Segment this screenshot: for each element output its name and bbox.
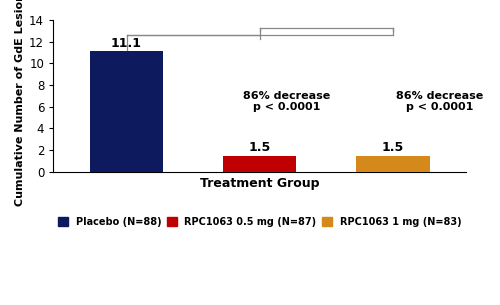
Text: 1.5: 1.5 bbox=[382, 141, 404, 154]
Legend: Placebo (N=88), RPC1063 0.5 mg (N=87), RPC1063 1 mg (N=83): Placebo (N=88), RPC1063 0.5 mg (N=87), R… bbox=[54, 213, 466, 231]
Text: 86% decrease
p < 0.0001: 86% decrease p < 0.0001 bbox=[396, 91, 484, 112]
X-axis label: Treatment Group: Treatment Group bbox=[200, 178, 320, 190]
Bar bbox=[223, 156, 296, 172]
Text: 1.5: 1.5 bbox=[248, 141, 271, 154]
Y-axis label: Cumulative Number of GdE Lesions: Cumulative Number of GdE Lesions bbox=[15, 0, 25, 206]
Text: 11.1: 11.1 bbox=[111, 37, 142, 50]
Bar bbox=[356, 156, 430, 172]
Bar bbox=[90, 52, 163, 172]
Text: 86% decrease
p < 0.0001: 86% decrease p < 0.0001 bbox=[243, 91, 330, 112]
